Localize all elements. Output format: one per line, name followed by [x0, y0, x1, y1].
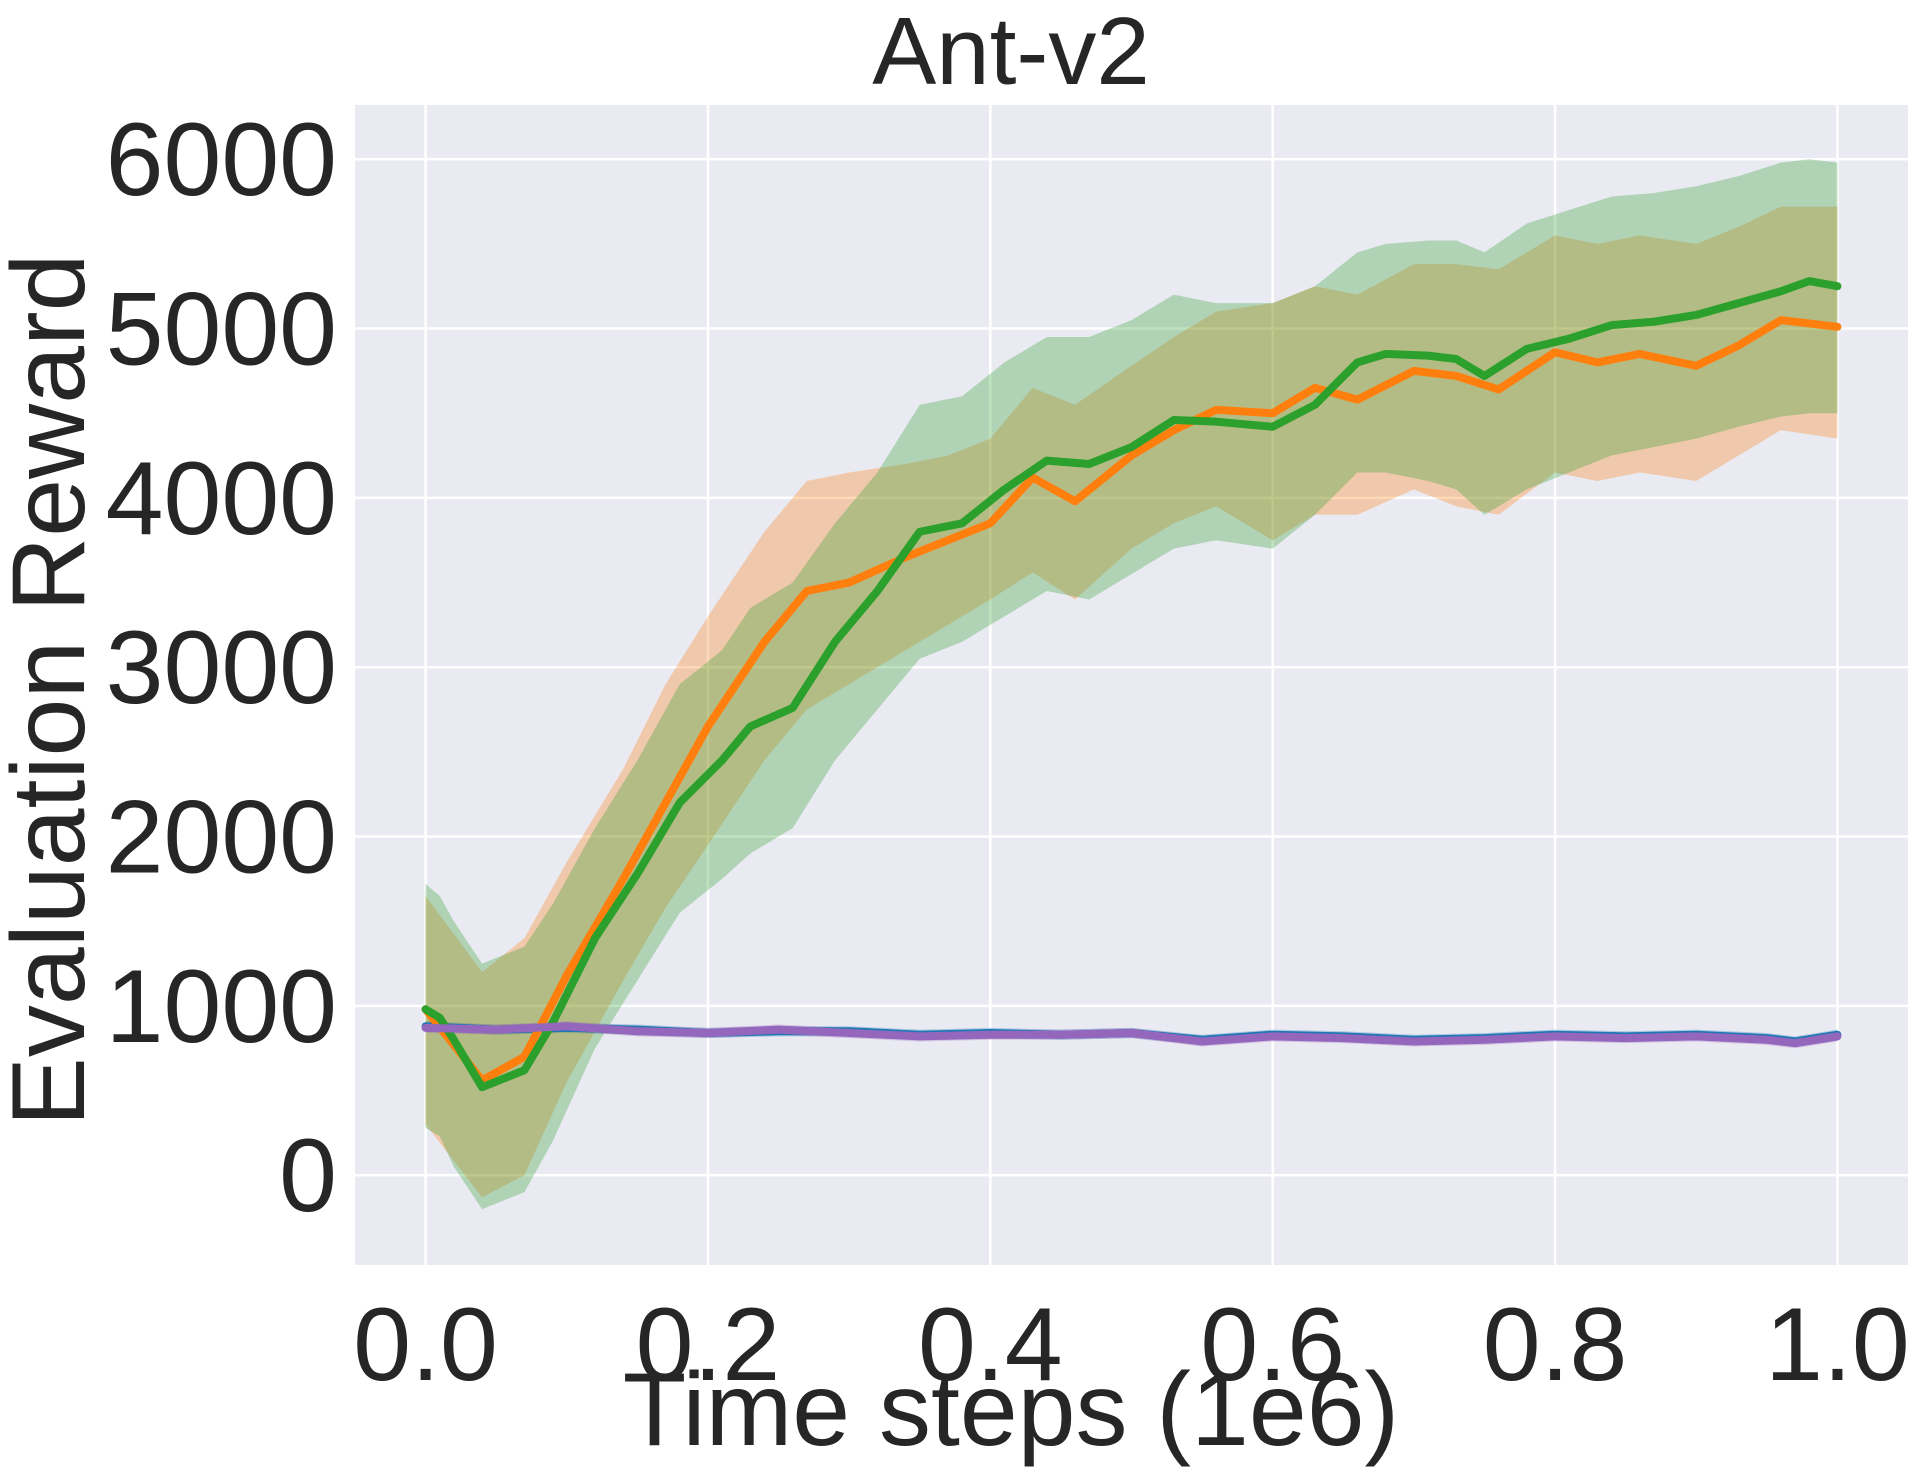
series-line: [421, 316, 1842, 1085]
series-line: [421, 1022, 1842, 1048]
x-tick-label: 0.8: [1483, 1287, 1628, 1403]
y-tick-labels: 0 1000 2000 3000 4000 5000 6000: [106, 102, 337, 1234]
y-tick-label: 3000: [106, 610, 337, 726]
confidence-band: [425, 206, 1838, 1198]
y-tick-label: 1000: [106, 949, 337, 1065]
y-tick-label: 6000: [106, 102, 337, 218]
x-tick-label: 0.4: [918, 1287, 1063, 1403]
x-tick-label: 1.0: [1765, 1287, 1910, 1403]
y-tick-label: 0: [279, 1118, 337, 1234]
y-tick-label: 5000: [106, 272, 337, 388]
y-tick-label: 4000: [106, 441, 337, 557]
y-tick-label: 2000: [106, 780, 337, 896]
plot-background: [355, 105, 1908, 1265]
x-tick-label: 0.2: [636, 1287, 781, 1403]
x-axis-label: Time steps (1e6): [623, 1352, 1399, 1468]
x-tick-label: 0.6: [1200, 1287, 1345, 1403]
chart-title: Ant-v2: [872, 0, 1149, 105]
y-axis-label: Evaluation Reward: [0, 254, 107, 1127]
x-tick-labels: 0.0 0.2 0.4 0.6 0.8 1.0: [353, 1287, 1909, 1403]
grid: [355, 105, 1908, 1265]
confidence-band: [425, 159, 1838, 1210]
series-lines: [421, 277, 1842, 1092]
x-tick-label: 0.0: [353, 1287, 498, 1403]
series-line: [421, 277, 1842, 1092]
